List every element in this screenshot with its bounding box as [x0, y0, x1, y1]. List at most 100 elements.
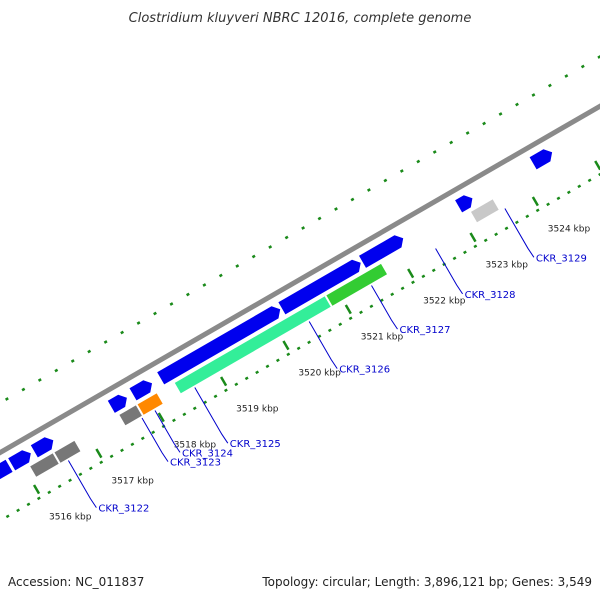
- gc-dot: [78, 472, 83, 477]
- gene-label: CKR_3124: [182, 448, 233, 459]
- callout-line: [504, 208, 535, 258]
- cds-block-forward: [455, 195, 473, 213]
- cds-block-forward: [30, 437, 54, 458]
- gc-dot: [390, 292, 395, 297]
- gc-dot: [235, 264, 240, 268]
- gc-dot: [482, 121, 487, 126]
- tick-mark: [157, 412, 165, 423]
- gc-dot: [421, 274, 426, 279]
- tick-label: 3521 kbp: [361, 333, 404, 343]
- tick-mark: [469, 232, 477, 243]
- feature-block-gray: [119, 405, 142, 426]
- feature-block-orange: [137, 393, 163, 415]
- gc-dot: [597, 55, 600, 59]
- gc-dot: [465, 131, 470, 135]
- gc-dot: [525, 214, 530, 219]
- tick-mark: [32, 484, 41, 495]
- gc-dot: [296, 346, 301, 351]
- gc-dot: [286, 352, 291, 357]
- gc-dot: [251, 254, 256, 259]
- gc-dot: [359, 310, 363, 315]
- gc-dot: [218, 273, 223, 278]
- gc-dot: [54, 368, 59, 373]
- gc-dot: [598, 172, 600, 177]
- gc-dot: [327, 328, 332, 333]
- cds-block-forward: [529, 149, 553, 170]
- feature-block-gray: [54, 440, 81, 463]
- callout-line: [141, 417, 169, 462]
- gene-label: CKR_3123: [170, 458, 221, 469]
- gene-label: CKR_3127: [400, 325, 451, 336]
- gc-dot: [483, 238, 488, 243]
- genome-summary-text: Topology: circular; Length: 3,896,121 bp…: [261, 575, 592, 589]
- gc-dot: [284, 235, 289, 240]
- gc-dot: [255, 370, 260, 375]
- cds-block-forward: [0, 459, 13, 480]
- gc-dot: [182, 412, 187, 417]
- gc-dot: [244, 376, 249, 381]
- tick-label: 3523 kbp: [486, 261, 529, 271]
- tick-label: 3520 kbp: [298, 369, 341, 379]
- tick-label: 3524 kbp: [548, 225, 591, 235]
- cds-block-forward: [359, 235, 404, 268]
- gc-dot: [498, 112, 503, 116]
- gc-dot: [57, 484, 62, 489]
- cds-block-forward: [278, 259, 361, 315]
- gc-dot: [547, 83, 552, 88]
- gc-dot: [383, 178, 388, 183]
- gc-dot: [4, 397, 9, 401]
- gc-dot: [473, 244, 478, 249]
- gc-dot: [268, 245, 273, 249]
- gene-label: CKR_3125: [230, 439, 281, 450]
- gc-dot: [153, 311, 157, 316]
- gc-dot: [416, 159, 421, 164]
- gc-dot: [185, 292, 190, 297]
- tick-label: 3516 kbp: [49, 513, 92, 523]
- gc-dot: [556, 196, 561, 201]
- callout-line: [194, 387, 229, 444]
- tick-mark: [594, 160, 600, 171]
- callout-line: [308, 321, 338, 369]
- gc-dot: [307, 340, 311, 345]
- gc-dot: [515, 102, 519, 107]
- callout-line: [67, 460, 97, 508]
- gc-dot: [531, 93, 536, 97]
- tick-mark: [344, 304, 352, 315]
- gc-dot: [36, 496, 41, 501]
- callout-line: [371, 285, 398, 330]
- gc-dot: [120, 448, 124, 453]
- gc-dot: [514, 220, 519, 225]
- gc-dot: [140, 436, 145, 441]
- gc-dot: [449, 140, 454, 145]
- feature-track: [0, 149, 553, 480]
- gene-label: CKR_3128: [465, 290, 516, 301]
- gc-dot: [566, 190, 571, 195]
- accession-text: Accession: NC_011837: [8, 575, 144, 589]
- cds-block-forward: [8, 450, 31, 471]
- tick-mark: [95, 448, 103, 459]
- feature-block-teal: [174, 296, 331, 394]
- tick-label: 3517 kbp: [111, 477, 154, 487]
- genome-backbone: [0, 103, 600, 456]
- gc-dot: [136, 321, 141, 325]
- cds-block-forward: [157, 306, 281, 385]
- gc-dot: [151, 430, 156, 435]
- gc-dot: [400, 286, 405, 291]
- gene-label: CKR_3122: [98, 504, 149, 515]
- cds-block-forward: [129, 380, 152, 401]
- gc-dot: [350, 197, 355, 202]
- gc-dot: [411, 280, 415, 285]
- gc-dot: [37, 378, 42, 382]
- gc-dot: [334, 207, 338, 211]
- gc-skew-track: [4, 55, 600, 519]
- gc-dot: [301, 226, 306, 230]
- cds-block-forward: [107, 394, 127, 413]
- gc-dot: [213, 394, 218, 399]
- tick-mark: [531, 196, 539, 207]
- gc-dot: [21, 387, 26, 392]
- gc-dot: [546, 202, 550, 207]
- gc-dot: [432, 150, 437, 154]
- tick-mark: [220, 376, 228, 387]
